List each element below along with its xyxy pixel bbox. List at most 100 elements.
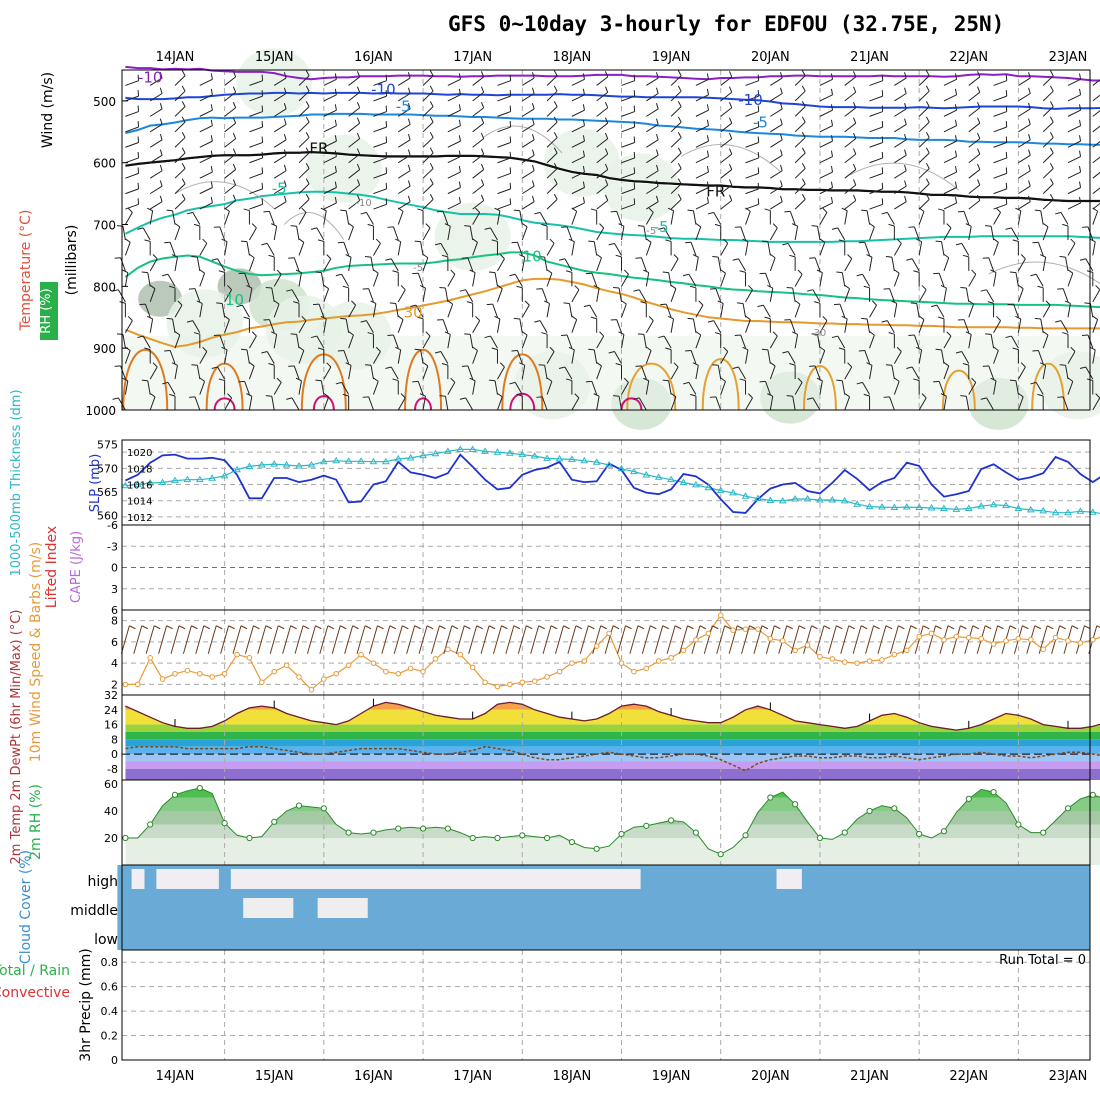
wind-barb-flag <box>240 240 248 243</box>
wind-barb <box>738 258 746 272</box>
date-label-bottom: 15JAN <box>255 1069 294 1084</box>
wind-barb <box>372 381 379 395</box>
wind-barb <box>844 184 857 195</box>
isotherm-label: -10 <box>355 198 371 209</box>
wind-barb-flag <box>841 315 848 320</box>
wind-barb-flag <box>861 317 868 320</box>
wind-barb-flag <box>429 178 434 185</box>
wind-barb <box>695 257 699 271</box>
wind-barb <box>1018 93 1031 102</box>
isotherm-line <box>125 150 1100 203</box>
wind-barb-flag <box>906 366 913 369</box>
wind-barb-flag <box>904 72 907 79</box>
wind-barb-flag <box>801 70 806 76</box>
thickness-panel-bg <box>122 440 1090 525</box>
wind-barb <box>894 139 907 148</box>
wind-barb <box>169 350 176 364</box>
isotherm-line-inner <box>125 153 1100 203</box>
wind-barb-flag <box>977 102 981 108</box>
wind10-barb <box>852 625 862 654</box>
wind-barb-flag <box>370 300 377 304</box>
wind-barb-flag <box>166 209 173 212</box>
wind-barb-flag <box>429 116 434 123</box>
wind-barb-flag <box>400 285 406 291</box>
wind-barb-flag <box>1078 73 1082 80</box>
wind-barb <box>174 334 181 349</box>
wind-barb <box>745 157 759 164</box>
date-label-top: 18JAN <box>553 50 592 65</box>
wind-barb-flag <box>1078 150 1082 157</box>
wind-barb-flag <box>640 301 647 304</box>
wind10-point <box>197 670 203 677</box>
wind-barb-flag <box>830 73 834 80</box>
wind-barb-flag <box>720 377 726 382</box>
thickness-point <box>840 496 849 504</box>
wind-barb-flag <box>301 315 307 321</box>
wind-barb-flag <box>414 240 421 243</box>
wind-barb <box>296 226 300 241</box>
wind-barb-flag <box>915 346 922 351</box>
wind-barb <box>844 318 848 333</box>
wind10-point <box>134 681 141 688</box>
wind-barb <box>1042 152 1054 164</box>
wind-barb <box>596 396 600 411</box>
wind-barb <box>298 242 305 256</box>
wind-barb <box>596 184 609 195</box>
thickness-point <box>630 467 638 475</box>
wind-barb <box>539 320 548 333</box>
wind10-barb-flag <box>265 625 273 630</box>
wind-barb <box>1092 211 1099 225</box>
wind-barb <box>147 380 151 395</box>
wind-barb-flag <box>946 331 952 337</box>
wind-barb <box>149 258 158 272</box>
wind-barb <box>916 303 920 318</box>
wind-barb <box>447 125 461 133</box>
wind-barb-flag <box>480 132 485 139</box>
wind10-barb <box>592 625 602 654</box>
wind-barb <box>943 202 957 210</box>
wind-barb <box>670 106 682 117</box>
wind-barb-flag <box>1012 239 1019 242</box>
wind-barb <box>918 289 927 303</box>
wind-barb-flag <box>1092 315 1098 320</box>
li-tick: 3 <box>111 583 118 596</box>
wind-barb-flag <box>295 377 302 382</box>
wind-barb-flag <box>112 289 119 292</box>
wind10-point <box>283 662 290 669</box>
wind-barb <box>596 138 609 148</box>
wind-barb-flag <box>935 240 942 243</box>
wind10-barb <box>654 625 664 654</box>
wind-barb <box>695 304 704 318</box>
wind-barb-flag <box>1005 227 1012 230</box>
wind-barb <box>397 170 411 179</box>
wind-barb-flag <box>441 254 448 258</box>
wind-barb-flag <box>181 101 186 107</box>
wind-barb <box>348 76 360 86</box>
wind-barb <box>273 185 287 195</box>
wind-barb <box>918 183 930 194</box>
wind-barb-flag <box>519 362 525 366</box>
wind-barb <box>769 335 778 349</box>
wind-barb-flag <box>925 193 930 200</box>
wind10-barb-flag <box>774 625 781 630</box>
li-tick: 0 <box>111 562 118 575</box>
wind-barb-flag <box>655 72 659 79</box>
wind-barb <box>894 201 907 210</box>
thickness-point <box>729 488 738 496</box>
wind10-barb <box>914 625 924 654</box>
wind-barb <box>541 396 548 411</box>
wind-barb <box>124 380 129 395</box>
wind-barb <box>273 382 282 395</box>
wind-barb-flag <box>283 118 287 125</box>
wind-barb <box>1067 381 1074 395</box>
wind-barb-flag <box>356 148 361 155</box>
wind-barb-flag <box>334 88 337 95</box>
wind-barb <box>616 319 622 333</box>
wind10-barb-flag <box>215 625 223 630</box>
wind-barb-flag <box>706 150 709 157</box>
wind-barb-flag <box>977 86 981 93</box>
wind-barb <box>422 335 431 349</box>
wind-barb <box>174 199 186 210</box>
wind10-barb-flag <box>488 625 496 630</box>
wind-barb <box>819 242 826 256</box>
